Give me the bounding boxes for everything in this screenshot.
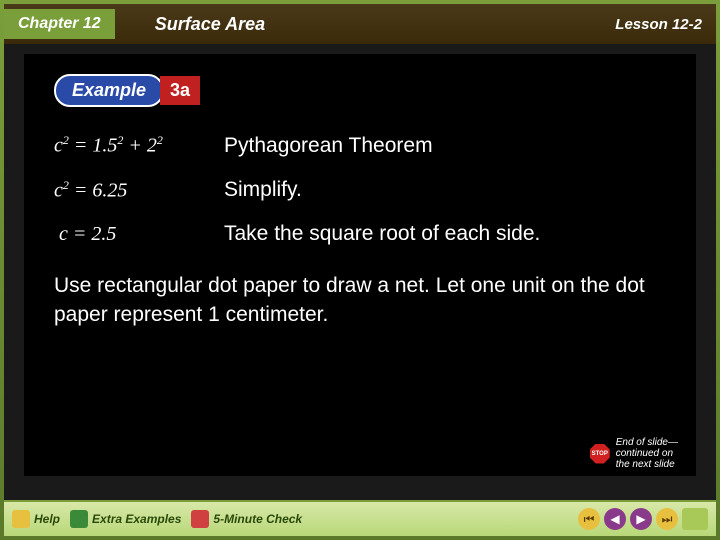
end-line: the next slide — [616, 459, 675, 470]
nav-controls: ⏮ ◀ ▶ ⏭ — [578, 508, 708, 530]
equation-formula: c = 2.5 — [54, 223, 224, 246]
equation-desc: Pythagorean Theorem — [224, 134, 433, 158]
end-of-slide-notice: STOP End of slide— continued on the next… — [590, 437, 678, 470]
clock-icon — [191, 510, 209, 528]
chapter-label: Chapter 12 — [4, 9, 115, 39]
equation-desc: Take the square root of each side. — [224, 222, 540, 246]
nav-home-button[interactable] — [682, 508, 708, 530]
nav-first-button[interactable]: ⏮ — [578, 508, 600, 530]
help-icon — [12, 510, 30, 528]
nav-prev-button[interactable]: ◀ — [604, 508, 626, 530]
five-minute-check-button[interactable]: 5-Minute Check — [191, 510, 302, 528]
content-area: Example 3a c2 = 1.52 + 22 Pythagorean Th… — [24, 54, 696, 476]
stop-icon: STOP — [590, 444, 610, 464]
example-label: Example — [54, 74, 164, 107]
check-label: 5-Minute Check — [213, 512, 302, 526]
extra-examples-button[interactable]: Extra Examples — [70, 510, 181, 528]
instruction-text: Use rectangular dot paper to draw a net.… — [54, 272, 666, 329]
nav-last-button[interactable]: ⏭ — [656, 508, 678, 530]
nav-next-button[interactable]: ▶ — [630, 508, 652, 530]
equation-steps: c2 = 1.52 + 22 Pythagorean Theorem c2 = … — [54, 133, 666, 246]
equation-row: c2 = 1.52 + 22 Pythagorean Theorem — [54, 133, 666, 158]
header-bar: Chapter 12 Surface Area Lesson 12-2 — [4, 4, 716, 44]
help-button[interactable]: Help — [12, 510, 60, 528]
extra-label: Extra Examples — [92, 512, 181, 526]
globe-icon — [70, 510, 88, 528]
equation-row: c = 2.5 Take the square root of each sid… — [54, 222, 666, 246]
slide-container: Chapter 12 Surface Area Lesson 12-2 Exam… — [0, 0, 720, 540]
example-number: 3a — [160, 76, 200, 105]
end-slide-text: End of slide— continued on the next slid… — [616, 437, 678, 470]
example-badge: Example 3a — [54, 74, 200, 107]
lesson-label: Lesson 12-2 — [601, 10, 716, 39]
equation-formula: c2 = 1.52 + 22 — [54, 133, 224, 158]
end-line: End of slide— — [616, 437, 678, 448]
unit-title: Surface Area — [115, 14, 602, 35]
end-line: continued on — [616, 448, 673, 459]
footer-bar: Help Extra Examples 5-Minute Check ⏮ ◀ ▶… — [4, 500, 716, 536]
equation-formula: c2 = 6.25 — [54, 178, 224, 203]
equation-row: c2 = 6.25 Simplify. — [54, 178, 666, 203]
help-label: Help — [34, 512, 60, 526]
equation-desc: Simplify. — [224, 178, 302, 202]
